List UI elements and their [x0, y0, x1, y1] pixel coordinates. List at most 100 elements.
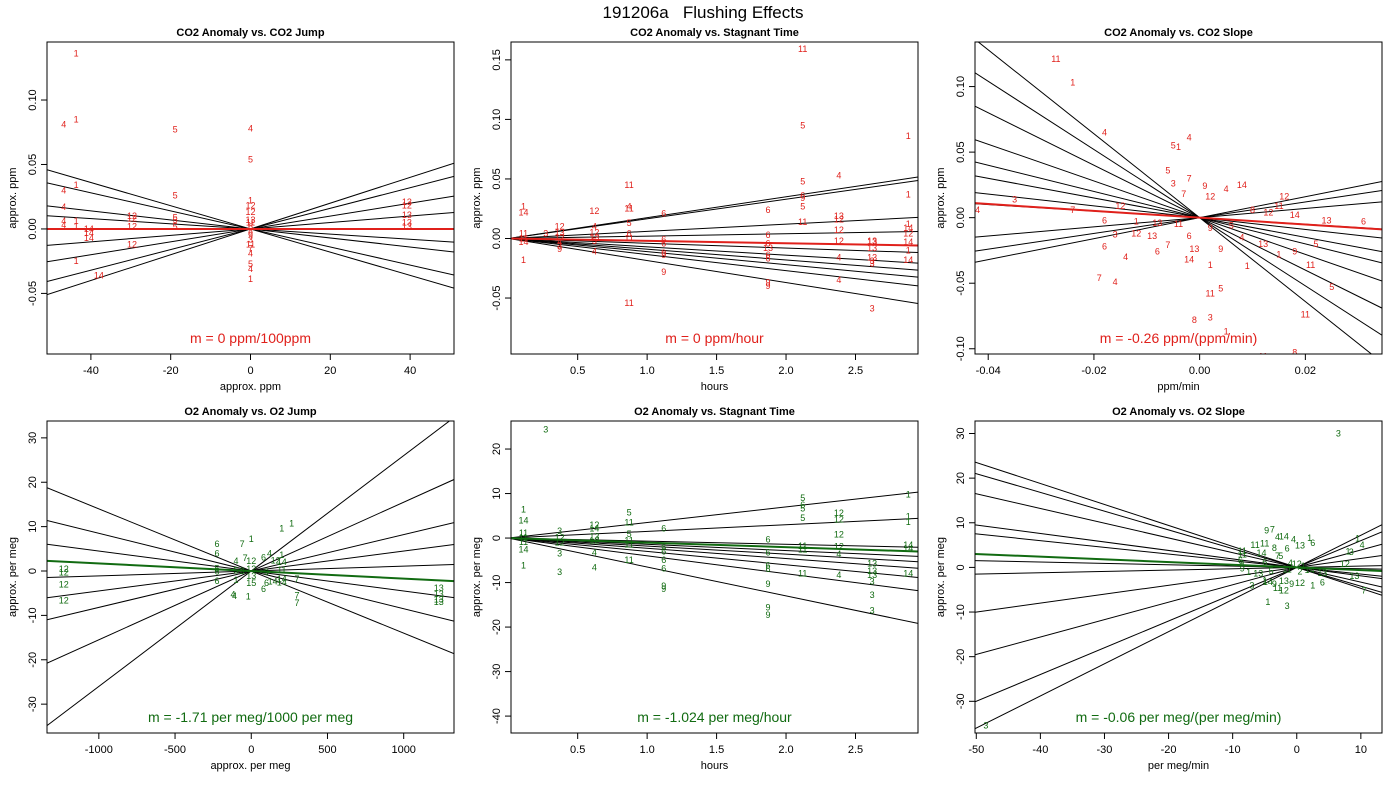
y-tick-label: -0.05 — [491, 285, 503, 310]
regression-line-10 — [975, 565, 1382, 575]
data-point: 1 — [1265, 597, 1270, 607]
y-tick-label: -20 — [955, 649, 967, 665]
panel-title: O2 Anomaly vs. Stagnant Time — [634, 406, 795, 418]
data-point: 12 — [1292, 559, 1302, 569]
data-point: 11 — [519, 233, 528, 243]
panel-title: CO2 Anomaly vs. Stagnant Time — [630, 27, 799, 39]
data-point: 9 — [800, 193, 805, 203]
data-point: 7 — [294, 598, 299, 608]
data-point: 4 — [836, 549, 841, 559]
data-point: 1 — [248, 196, 253, 206]
data-point: 11 — [519, 528, 528, 538]
regression-line-8 — [975, 531, 1382, 703]
regression-line-1 — [511, 176, 918, 239]
data-point: 1 — [246, 592, 251, 602]
data-point: 1 — [521, 201, 526, 211]
data-point: 1 — [74, 256, 79, 266]
data-point: 9 — [765, 579, 770, 589]
y-tick-label: 30 — [27, 432, 39, 444]
data-point: 9 — [1264, 525, 1269, 535]
data-point: 1 — [279, 550, 284, 560]
x-tick-label: 40 — [404, 365, 416, 377]
regression-line-3 — [975, 492, 1382, 588]
data-point: 6 — [765, 561, 770, 571]
data-point: 11 — [519, 533, 528, 543]
x-tick-label: 2.0 — [778, 744, 793, 756]
data-point: 8 — [1292, 348, 1297, 358]
data-point: 14 — [1305, 565, 1315, 575]
slope-annotation: m = 0 ppm/100ppm — [190, 330, 311, 346]
data-point: 12 — [555, 533, 565, 543]
data-point: 1 — [1245, 261, 1250, 271]
data-point: 13 — [1152, 218, 1162, 228]
data-point: 6 — [1155, 247, 1160, 257]
data-point: 1 — [74, 49, 79, 59]
data-point: 12 — [834, 514, 844, 524]
data-point: 9 — [264, 567, 269, 577]
data-point: 13 — [1321, 215, 1331, 225]
data-point: 11 — [624, 517, 633, 527]
data-point: 7 — [294, 574, 299, 584]
slope-annotation: m = 0 ppm/hour — [665, 330, 764, 346]
data-point: 12 — [1205, 192, 1215, 202]
data-point: 6 — [627, 229, 632, 239]
data-point: 13 — [1258, 239, 1268, 249]
y-tick-label: 30 — [955, 427, 967, 439]
data-point: 6 — [264, 578, 269, 588]
regression-line-6 — [511, 238, 918, 264]
data-point: 3 — [543, 424, 548, 434]
data-point: 14 — [1237, 180, 1247, 190]
data-point: 11 — [1238, 549, 1247, 559]
slope-annotation: m = -0.26 ppm/(ppm/min) — [1100, 330, 1258, 346]
data-point: 13 — [834, 211, 844, 221]
plot-frame — [974, 41, 1383, 355]
data-point: 1 — [248, 274, 253, 284]
data-point: 3 — [870, 304, 875, 314]
data-point: 14 — [518, 515, 528, 525]
x-tick-label: -20 — [163, 365, 179, 377]
data-point: 6 — [765, 205, 770, 215]
data-point: 11 — [1258, 352, 1267, 362]
data-point: 9 — [661, 584, 666, 594]
data-point: 6 — [765, 230, 770, 240]
data-point: 12 — [402, 201, 412, 211]
regression-line-7 — [975, 543, 1382, 656]
data-point: 12 — [59, 579, 69, 589]
data-point: 5 — [173, 125, 178, 135]
data-point: 11 — [1306, 260, 1315, 270]
data-point: 12 — [555, 538, 565, 548]
data-point: 5 — [1171, 141, 1176, 151]
data-point: 5 — [800, 120, 805, 130]
data-point: 12 — [834, 214, 844, 224]
data-point: 13 — [434, 583, 444, 593]
data-point: 6 — [661, 546, 666, 556]
data-point: 3 — [240, 566, 245, 576]
data-point: 12 — [555, 222, 565, 232]
x-axis-label: hours — [701, 381, 729, 393]
x-tick-label: 0.5 — [570, 365, 585, 377]
data-point: 11 — [798, 569, 807, 579]
x-axis-label: hours — [701, 760, 729, 772]
y-axis-label: approx. per meg — [935, 537, 947, 617]
data-point: 6 — [661, 542, 666, 552]
data-point: 6 — [765, 564, 770, 574]
regression-line-2 — [975, 72, 1382, 336]
x-axis-label: ppm/min — [1157, 381, 1199, 393]
regression-line-9 — [975, 524, 1382, 730]
y-tick-label: -20 — [491, 619, 503, 635]
data-point: 9 — [1240, 564, 1245, 574]
y-tick-label: -10 — [27, 607, 39, 623]
data-point: 12 — [1340, 559, 1350, 569]
data-point: 14 — [589, 524, 599, 534]
data-point: 14 — [277, 574, 287, 584]
data-point: 6 — [1361, 217, 1366, 227]
data-point: 14 — [518, 237, 528, 247]
data-point: 5 — [214, 563, 219, 573]
x-tick-label: 0.00 — [1189, 365, 1210, 377]
data-point: 7 — [294, 590, 299, 600]
regression-line-6 — [975, 555, 1382, 613]
data-point: 3 — [870, 577, 875, 587]
data-point: 11 — [1174, 219, 1183, 229]
data-point: 14 — [1279, 532, 1289, 542]
